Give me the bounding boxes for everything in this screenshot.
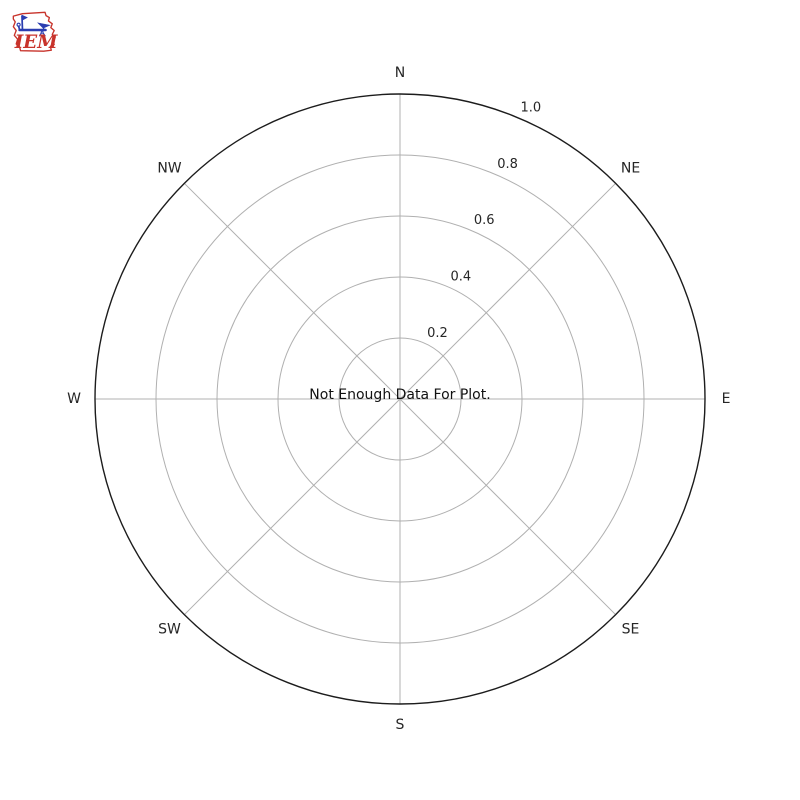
direction-label-SW: SW — [158, 622, 181, 638]
spoke-NW — [183, 182, 401, 400]
polar-outline — [94, 93, 706, 705]
spoke-SE — [399, 398, 617, 616]
spoke-SW — [183, 398, 401, 616]
grid-ring — [338, 337, 462, 461]
direction-label-NE: NE — [621, 160, 640, 176]
direction-label-SE: SE — [622, 622, 640, 638]
direction-labels: N NE E SE S SW W NW — [67, 65, 730, 733]
no-data-message: Not Enough Data For Plot. — [309, 387, 490, 403]
grid-ring — [155, 154, 645, 644]
direction-label-W: W — [67, 391, 81, 407]
spoke-NE — [399, 182, 617, 400]
direction-label-E: E — [722, 391, 731, 407]
radial-tick-labels: 0.2 0.4 0.6 0.8 1.0 — [427, 100, 541, 340]
polar-grid-spokes — [95, 94, 705, 704]
radial-tick-label: 1.0 — [521, 100, 542, 115]
polar-grid-rings — [94, 93, 706, 705]
weather-vane-icon — [16, 14, 51, 37]
grid-ring — [216, 215, 584, 583]
grid-ring — [277, 276, 523, 522]
iem-logo: IEM — [12, 11, 58, 53]
direction-label-N: N — [395, 65, 405, 81]
direction-label-NW: NW — [157, 160, 181, 176]
iowa-outline-icon — [12, 11, 56, 52]
direction-label-S: S — [396, 717, 405, 733]
logo-text: IEM — [14, 32, 58, 53]
radial-tick-label: 0.6 — [474, 213, 495, 228]
radial-tick-label: 0.8 — [497, 157, 518, 172]
radial-tick-label: 0.4 — [451, 270, 472, 285]
radial-tick-label: 0.2 — [427, 326, 448, 341]
